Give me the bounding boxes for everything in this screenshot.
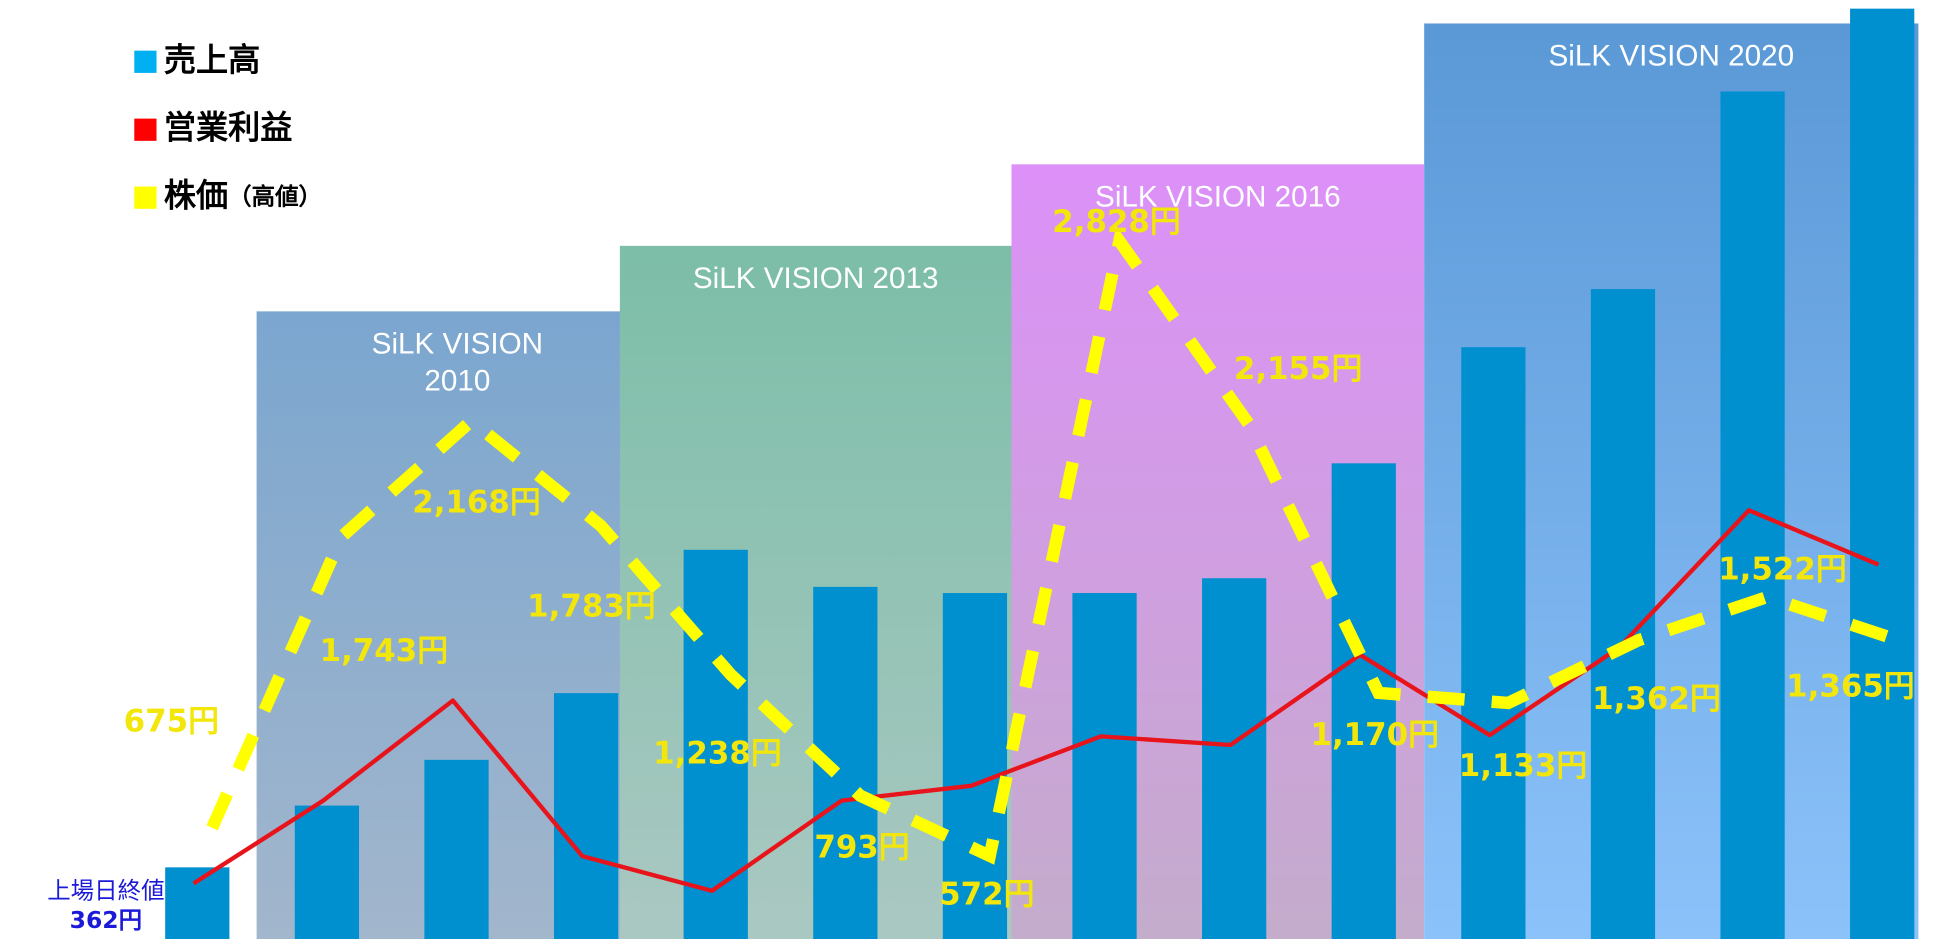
legend-name: 営業利益 xyxy=(164,109,292,147)
panel-title: SiLK VISION 2010 xyxy=(371,327,544,398)
price-label: 1,743円 xyxy=(320,633,449,669)
price-label: 675円 xyxy=(124,703,219,739)
listing-value: 362円 xyxy=(70,906,142,934)
panel-title: SiLK VISION 2016 xyxy=(1095,180,1341,214)
price-label: 2,828円 xyxy=(1052,204,1181,240)
legend-swatch xyxy=(134,186,157,209)
bar xyxy=(1850,8,1915,939)
price-label: 793円 xyxy=(814,829,909,865)
legend-name: 株価 xyxy=(164,177,228,215)
legend-label: 株価（高値） xyxy=(164,177,322,215)
legend-name: 売上高 xyxy=(164,41,260,79)
bar xyxy=(942,593,1008,939)
bar xyxy=(1461,347,1526,939)
panel-title-box: SiLK VISION 2020 xyxy=(1548,39,1795,73)
price-label: 2,155円 xyxy=(1234,351,1363,387)
bar xyxy=(1590,289,1656,939)
panel-title-box: SiLK VISION 2010 xyxy=(371,327,544,398)
legend-swatch xyxy=(134,118,157,141)
listing-label: 上場日終値 xyxy=(47,877,164,905)
price-label: 1,362円 xyxy=(1592,681,1721,717)
price-label: 2,168円 xyxy=(412,485,541,521)
price-label: 1,133円 xyxy=(1459,748,1588,784)
bar xyxy=(294,805,360,939)
price-label: 1,783円 xyxy=(527,588,656,624)
price-label: 572円 xyxy=(939,876,1034,912)
bar xyxy=(165,867,230,939)
bar xyxy=(424,759,489,939)
bar xyxy=(1331,463,1396,939)
price-label: 1,522円 xyxy=(1718,551,1847,587)
panel-title: SiLK VISION 2020 xyxy=(1548,39,1795,73)
bar xyxy=(1202,578,1267,939)
profit-line xyxy=(192,508,1880,893)
bar xyxy=(553,693,619,939)
legend-label: 営業利益 xyxy=(164,109,292,147)
legend-suffix: （高値） xyxy=(228,182,322,210)
price-label: 1,170円 xyxy=(1310,717,1439,753)
legend-swatch xyxy=(134,50,157,73)
bar xyxy=(1072,593,1137,939)
price-label: 1,365円 xyxy=(1786,669,1915,705)
bar xyxy=(1720,91,1785,939)
panel-title-box: SiLK VISION 2016 xyxy=(1095,180,1341,214)
price-label: 1,238円 xyxy=(653,735,782,771)
legend-label: 売上高 xyxy=(164,41,260,79)
panel-title-box: SiLK VISION 2013 xyxy=(692,261,939,296)
stock-line xyxy=(206,225,1899,865)
panel-title: SiLK VISION 2013 xyxy=(692,261,939,296)
